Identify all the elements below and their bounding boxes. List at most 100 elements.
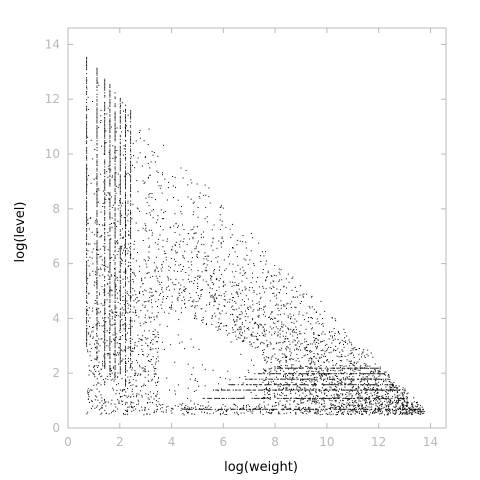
column-point bbox=[130, 136, 132, 138]
column-point bbox=[104, 154, 106, 155]
data-point bbox=[261, 332, 263, 334]
data-point bbox=[118, 352, 120, 354]
data-point bbox=[311, 361, 313, 363]
column-point bbox=[86, 110, 88, 112]
data-point bbox=[127, 376, 129, 378]
data-point bbox=[388, 410, 390, 411]
column-point bbox=[104, 184, 106, 186]
data-point bbox=[124, 175, 126, 177]
row-point bbox=[320, 408, 322, 410]
data-point bbox=[151, 306, 153, 308]
data-point bbox=[149, 167, 151, 169]
row-point bbox=[189, 408, 191, 410]
data-point bbox=[111, 412, 112, 414]
column-point bbox=[119, 210, 121, 212]
data-point bbox=[156, 393, 158, 395]
column-point bbox=[96, 112, 98, 114]
data-point bbox=[330, 387, 332, 389]
data-point bbox=[237, 292, 239, 294]
column-point bbox=[109, 102, 111, 103]
data-point bbox=[329, 407, 331, 409]
column-point bbox=[130, 181, 132, 183]
column-point bbox=[86, 345, 88, 347]
data-point bbox=[116, 225, 117, 227]
row-point bbox=[358, 408, 360, 410]
row-point bbox=[384, 408, 386, 410]
column-point bbox=[119, 211, 121, 213]
column-point bbox=[125, 226, 126, 228]
column-point bbox=[86, 248, 88, 250]
column-point bbox=[114, 365, 116, 366]
data-point bbox=[119, 330, 121, 332]
data-point bbox=[266, 340, 268, 342]
data-point bbox=[290, 392, 292, 394]
data-point bbox=[160, 209, 162, 211]
data-point bbox=[367, 388, 369, 390]
column-point bbox=[86, 177, 88, 179]
data-point bbox=[164, 178, 166, 180]
data-point bbox=[394, 394, 396, 396]
data-point bbox=[192, 346, 194, 348]
data-point bbox=[153, 392, 155, 394]
data-point bbox=[237, 329, 239, 331]
data-point bbox=[165, 259, 167, 261]
data-point bbox=[253, 335, 255, 337]
data-point bbox=[324, 310, 326, 312]
data-point bbox=[276, 294, 277, 296]
column-point bbox=[96, 162, 98, 164]
data-point bbox=[101, 404, 103, 406]
column-point bbox=[86, 163, 88, 165]
data-point bbox=[307, 374, 308, 376]
data-point bbox=[238, 307, 240, 309]
data-point bbox=[105, 401, 107, 403]
data-point bbox=[150, 302, 152, 304]
data-point bbox=[220, 313, 222, 315]
data-point bbox=[228, 332, 230, 334]
data-point bbox=[155, 348, 157, 350]
data-point bbox=[96, 396, 98, 398]
data-point bbox=[219, 214, 221, 216]
row-point bbox=[184, 408, 186, 410]
column-point bbox=[119, 370, 121, 372]
column-point bbox=[114, 328, 116, 329]
column-point bbox=[125, 260, 126, 262]
data-point bbox=[134, 167, 136, 169]
column-point bbox=[96, 270, 98, 272]
column-point bbox=[104, 180, 106, 182]
column-point bbox=[96, 147, 98, 149]
data-point bbox=[334, 335, 335, 337]
column-point bbox=[86, 91, 88, 92]
data-point bbox=[232, 327, 233, 329]
row-point bbox=[353, 408, 355, 410]
data-point bbox=[90, 182, 92, 184]
data-point bbox=[192, 202, 194, 204]
data-point bbox=[181, 292, 183, 294]
data-point bbox=[278, 360, 280, 362]
data-point bbox=[417, 401, 418, 403]
data-point bbox=[190, 179, 192, 181]
data-point bbox=[97, 249, 99, 251]
data-point bbox=[314, 379, 316, 381]
data-point bbox=[330, 406, 332, 408]
data-point bbox=[387, 390, 389, 392]
data-point bbox=[137, 157, 139, 159]
data-point bbox=[397, 403, 399, 405]
column-point bbox=[125, 230, 126, 232]
data-point bbox=[124, 224, 126, 226]
data-point bbox=[141, 409, 143, 411]
row-point bbox=[379, 408, 381, 410]
column-point bbox=[104, 182, 106, 184]
column-point bbox=[125, 355, 126, 357]
row-point bbox=[273, 408, 275, 410]
data-point bbox=[88, 392, 90, 394]
data-point bbox=[324, 351, 326, 353]
column-point bbox=[114, 137, 116, 139]
column-point bbox=[109, 84, 111, 86]
data-point bbox=[292, 329, 294, 331]
column-point bbox=[130, 343, 132, 345]
column-point bbox=[130, 275, 132, 277]
row-point bbox=[366, 408, 368, 410]
column-point bbox=[96, 119, 98, 121]
column-point bbox=[109, 263, 111, 265]
data-point bbox=[330, 379, 332, 380]
